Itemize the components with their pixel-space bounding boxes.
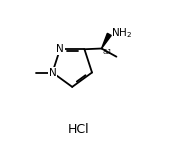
Text: HCl: HCl (67, 123, 89, 136)
Text: N: N (56, 44, 64, 54)
Text: &1: &1 (102, 49, 112, 55)
Text: N: N (49, 68, 56, 78)
Polygon shape (102, 33, 111, 48)
Text: NH$_2$: NH$_2$ (111, 26, 132, 40)
